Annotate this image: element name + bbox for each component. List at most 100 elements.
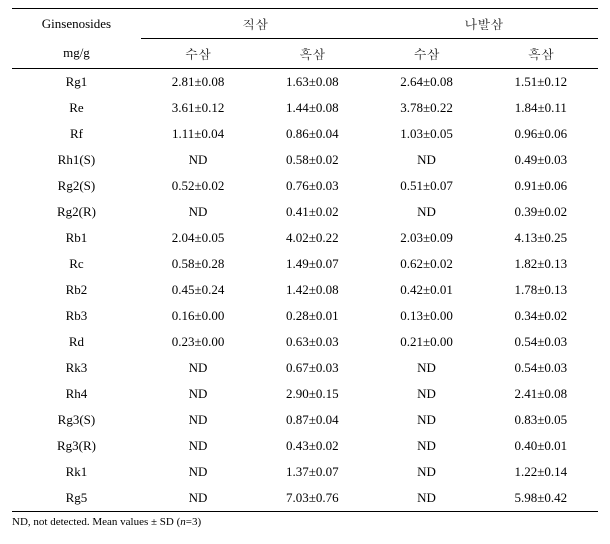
value-group1-sub2: 0.67±0.03: [255, 355, 369, 381]
value-group2-sub1: 2.64±0.08: [369, 69, 483, 96]
value-group2-sub1: 0.21±0.00: [369, 329, 483, 355]
value-group1-sub2: 2.90±0.15: [255, 381, 369, 407]
value-group1-sub1: ND: [141, 485, 255, 512]
table-row: Rc0.58±0.281.49±0.070.62±0.021.82±0.13: [12, 251, 598, 277]
value-group2-sub1: ND: [369, 147, 483, 173]
value-group2-sub1: 0.62±0.02: [369, 251, 483, 277]
value-group2-sub1: 3.78±0.22: [369, 95, 483, 121]
footnote-prefix: ND, not detected. Mean values ± SD (: [12, 516, 180, 528]
ginsenoside-name: Rg3(S): [12, 407, 141, 433]
ginsenoside-name: Rk3: [12, 355, 141, 381]
value-group1-sub2: 0.58±0.02: [255, 147, 369, 173]
value-group2-sub1: ND: [369, 407, 483, 433]
value-group1-sub2: 0.87±0.04: [255, 407, 369, 433]
value-group1-sub1: ND: [141, 381, 255, 407]
table-row: Rk3ND0.67±0.03ND0.54±0.03: [12, 355, 598, 381]
value-group2-sub2: 1.84±0.11: [484, 95, 598, 121]
ginsenoside-name: Rb2: [12, 277, 141, 303]
table-row: Rb12.04±0.054.02±0.222.03±0.094.13±0.25: [12, 225, 598, 251]
ginsenoside-name: Rc: [12, 251, 141, 277]
header-sub1: 수삼: [141, 39, 255, 69]
table-header: Ginsenosides 직삼 나발삼 mg/g 수삼 흑삼 수삼 흑삼: [12, 9, 598, 69]
table-row: Rg3(S)ND0.87±0.04ND0.83±0.05: [12, 407, 598, 433]
table-row: Rh4ND2.90±0.15ND2.41±0.08: [12, 381, 598, 407]
table-row: Rb30.16±0.000.28±0.010.13±0.000.34±0.02: [12, 303, 598, 329]
value-group1-sub2: 1.37±0.07: [255, 459, 369, 485]
ginsenoside-name: Rh1(S): [12, 147, 141, 173]
value-group2-sub1: ND: [369, 459, 483, 485]
value-group2-sub2: 0.49±0.03: [484, 147, 598, 173]
table-row: Rh1(S)ND0.58±0.02ND0.49±0.03: [12, 147, 598, 173]
header-col0-line1: Ginsenosides: [12, 9, 141, 39]
value-group1-sub1: ND: [141, 199, 255, 225]
value-group1-sub2: 7.03±0.76: [255, 485, 369, 512]
value-group1-sub1: ND: [141, 355, 255, 381]
value-group2-sub1: ND: [369, 485, 483, 512]
value-group2-sub2: 0.34±0.02: [484, 303, 598, 329]
value-group1-sub1: 3.61±0.12: [141, 95, 255, 121]
header-sub3: 수삼: [369, 39, 483, 69]
table-row: Rg5ND7.03±0.76ND5.98±0.42: [12, 485, 598, 512]
value-group1-sub2: 4.02±0.22: [255, 225, 369, 251]
table-body: Rg12.81±0.081.63±0.082.64±0.081.51±0.12R…: [12, 69, 598, 512]
value-group2-sub2: 2.41±0.08: [484, 381, 598, 407]
value-group1-sub2: 0.63±0.03: [255, 329, 369, 355]
ginsenoside-name: Rb3: [12, 303, 141, 329]
ginsenoside-table: Ginsenosides 직삼 나발삼 mg/g 수삼 흑삼 수삼 흑삼 Rg1…: [12, 8, 598, 512]
table-row: Rg2(R)ND0.41±0.02ND0.39±0.02: [12, 199, 598, 225]
value-group1-sub1: 2.81±0.08: [141, 69, 255, 96]
ginsenoside-name: Rg5: [12, 485, 141, 512]
header-col0-line2: mg/g: [12, 39, 141, 69]
header-sub4: 흑삼: [484, 39, 598, 69]
ginsenoside-name: Rh4: [12, 381, 141, 407]
ginsenoside-name: Rg2(S): [12, 173, 141, 199]
header-group2: 나발삼: [369, 9, 598, 39]
value-group2-sub2: 1.51±0.12: [484, 69, 598, 96]
table-row: Re3.61±0.121.44±0.083.78±0.221.84±0.11: [12, 95, 598, 121]
ginsenoside-name: Rk1: [12, 459, 141, 485]
value-group2-sub1: 0.13±0.00: [369, 303, 483, 329]
ginsenoside-name: Re: [12, 95, 141, 121]
value-group2-sub2: 0.54±0.03: [484, 329, 598, 355]
value-group2-sub2: 0.39±0.02: [484, 199, 598, 225]
value-group2-sub1: 0.42±0.01: [369, 277, 483, 303]
table-row: Rg12.81±0.081.63±0.082.64±0.081.51±0.12: [12, 69, 598, 96]
value-group1-sub1: 2.04±0.05: [141, 225, 255, 251]
footnote-suffix: =3): [186, 516, 201, 528]
value-group1-sub2: 1.44±0.08: [255, 95, 369, 121]
value-group1-sub1: 0.45±0.24: [141, 277, 255, 303]
ginsenoside-name: Rg2(R): [12, 199, 141, 225]
ginsenoside-name: Rf: [12, 121, 141, 147]
value-group2-sub1: ND: [369, 433, 483, 459]
value-group2-sub1: 0.51±0.07: [369, 173, 483, 199]
value-group2-sub1: ND: [369, 355, 483, 381]
ginsenoside-name: Rg3(R): [12, 433, 141, 459]
value-group2-sub1: 2.03±0.09: [369, 225, 483, 251]
table-row: Rg3(R)ND0.43±0.02ND0.40±0.01: [12, 433, 598, 459]
value-group1-sub2: 0.28±0.01: [255, 303, 369, 329]
value-group1-sub1: ND: [141, 147, 255, 173]
value-group1-sub1: ND: [141, 407, 255, 433]
value-group2-sub2: 1.82±0.13: [484, 251, 598, 277]
table-row: Rd0.23±0.000.63±0.030.21±0.000.54±0.03: [12, 329, 598, 355]
value-group1-sub1: 0.16±0.00: [141, 303, 255, 329]
value-group2-sub1: 1.03±0.05: [369, 121, 483, 147]
value-group2-sub2: 0.96±0.06: [484, 121, 598, 147]
value-group1-sub2: 1.42±0.08: [255, 277, 369, 303]
value-group1-sub1: 1.11±0.04: [141, 121, 255, 147]
value-group2-sub2: 0.91±0.06: [484, 173, 598, 199]
table-row: Rg2(S)0.52±0.020.76±0.030.51±0.070.91±0.…: [12, 173, 598, 199]
footnote: ND, not detected. Mean values ± SD (n=3): [12, 512, 598, 528]
value-group1-sub1: 0.23±0.00: [141, 329, 255, 355]
value-group2-sub1: ND: [369, 381, 483, 407]
value-group2-sub2: 1.78±0.13: [484, 277, 598, 303]
value-group2-sub2: 1.22±0.14: [484, 459, 598, 485]
ginsenoside-name: Rb1: [12, 225, 141, 251]
value-group1-sub2: 1.63±0.08: [255, 69, 369, 96]
value-group1-sub2: 1.49±0.07: [255, 251, 369, 277]
header-sub2: 흑삼: [255, 39, 369, 69]
table-row: Rf1.11±0.040.86±0.041.03±0.050.96±0.06: [12, 121, 598, 147]
value-group1-sub1: 0.58±0.28: [141, 251, 255, 277]
value-group2-sub2: 4.13±0.25: [484, 225, 598, 251]
table-row: Rb20.45±0.241.42±0.080.42±0.011.78±0.13: [12, 277, 598, 303]
